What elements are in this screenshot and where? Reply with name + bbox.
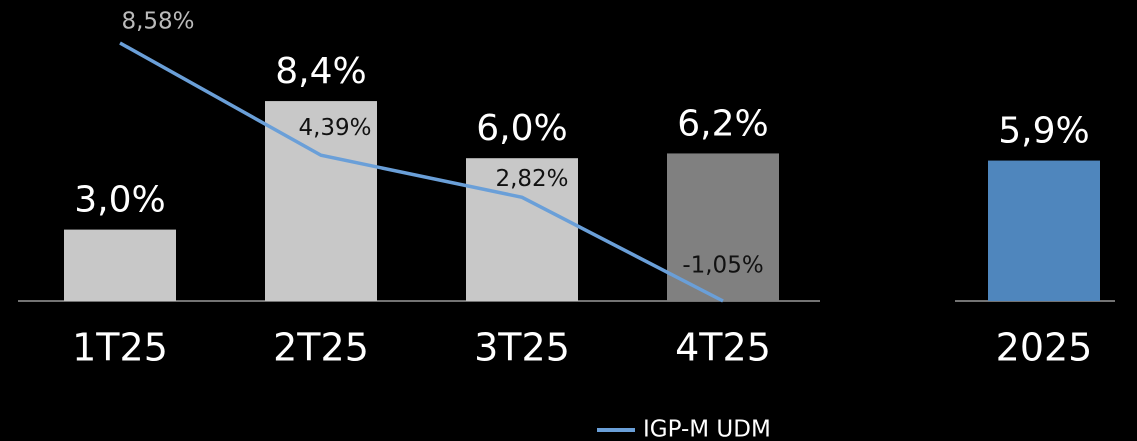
line-value-label: -1,05%: [682, 253, 763, 279]
bar-value-label: 8,4%: [275, 51, 366, 92]
legend-label: IGP-M UDM: [643, 417, 771, 441]
x-tick-label: 2T25: [273, 326, 369, 370]
line-value-label: 4,39%: [298, 115, 371, 141]
bar: [64, 229, 176, 301]
line-series: [119, 41, 724, 303]
x-tick-label: 3T25: [474, 326, 570, 370]
bar: [988, 160, 1100, 301]
bar: [466, 158, 578, 301]
bar: [667, 153, 779, 301]
x-tick-label: 4T25: [675, 326, 771, 370]
line-value-label: 2,82%: [495, 166, 568, 192]
bar-value-label: 3,0%: [74, 180, 165, 221]
x-tick-label: 1T25: [72, 326, 168, 370]
bar-value-label: 6,2%: [677, 103, 768, 144]
bar-value-label: 6,0%: [476, 108, 567, 149]
line-value-label: 8,58%: [121, 8, 194, 34]
x-tick-label: 2025: [996, 326, 1093, 370]
bar-value-label: 5,9%: [998, 111, 1089, 152]
